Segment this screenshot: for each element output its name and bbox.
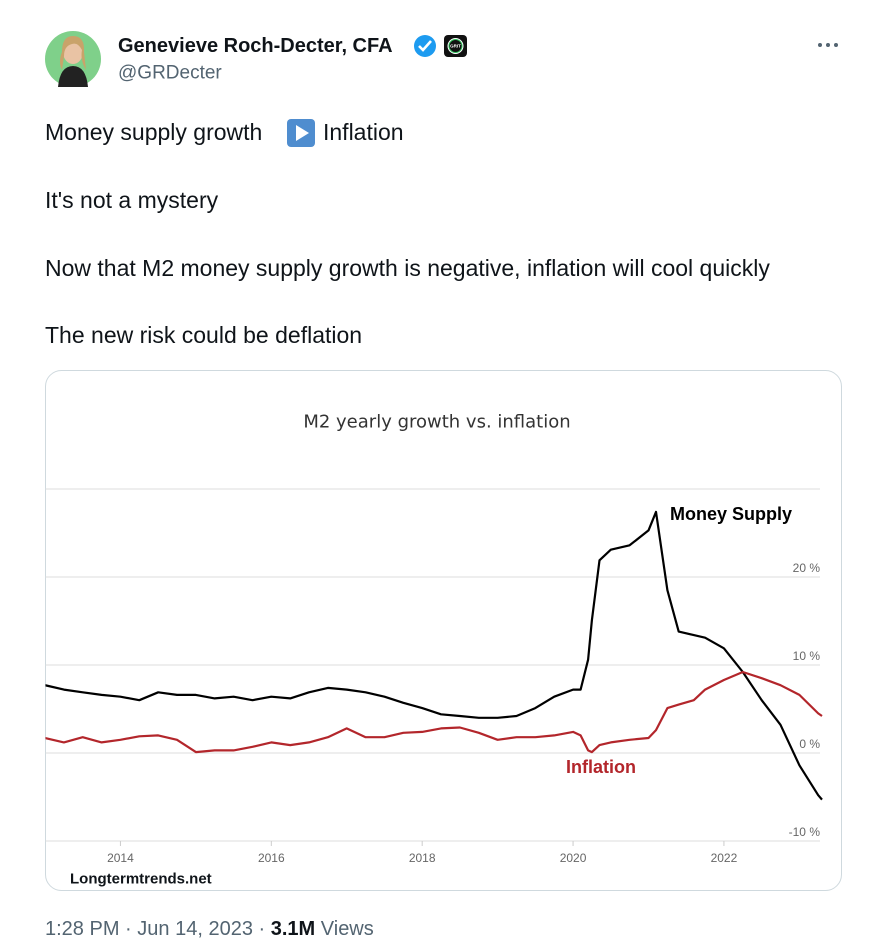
tweet-time[interactable]: 1:28 PM [45,918,119,940]
tweet-text: Inflation [323,119,404,145]
tweet-text: Now that M2 money supply growth is negat… [45,255,770,281]
author-handle[interactable]: @GRDecter [118,63,222,84]
tweet-date[interactable]: Jun 14, 2023 [137,918,253,940]
tweet-text: The new risk could be deflation [45,322,362,348]
badge-text: GRIT [450,44,461,49]
x-tick-label: 2020 [560,851,587,865]
more-menu[interactable] [818,43,838,47]
y-tick-label: 20 % [793,561,821,575]
tweet-text: Money supply growth [45,119,262,145]
x-tick-label: 2022 [711,851,738,865]
author-name[interactable]: Genevieve Roch-Decter, CFA [118,35,393,57]
avatar[interactable] [45,31,101,87]
tweet-text: It's not a mystery [45,187,219,213]
y-tick-label: 0 % [799,737,820,751]
verified-badge [414,35,436,57]
y-tick-label: -10 % [789,825,821,839]
x-tick-label: 2016 [258,851,285,865]
views-label: Views [321,918,374,940]
series-label: Money Supply [670,504,792,524]
x-tick-label: 2014 [107,851,134,865]
x-tick-label: 2018 [409,851,436,865]
series-line [45,670,823,754]
series-line [45,510,823,801]
chart: M2 yearly growth vs. inflation Longtermt… [45,412,823,888]
affiliate-badge[interactable]: GRIT [444,35,467,57]
y-tick-label: 10 % [793,649,821,663]
series-label: Inflation [566,757,636,777]
separator: · [125,918,132,940]
chart-title: M2 yearly growth vs. inflation [303,412,570,433]
separator: · [259,918,266,940]
tweet-meta: 1:28 PM · Jun 14, 2023 · 3.1M Views [45,918,374,940]
chart-source: Longtermtrends.net [70,871,212,888]
views-count: 3.1M [271,918,315,940]
play-emoji [287,119,315,147]
media-card[interactable] [45,370,842,891]
